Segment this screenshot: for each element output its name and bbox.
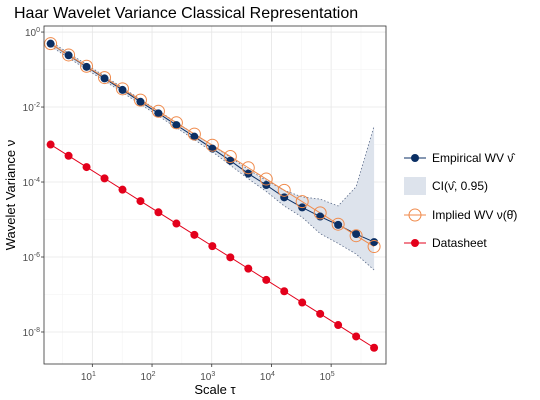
datasheet-point [370, 343, 379, 352]
implied-point [187, 127, 201, 141]
datasheet-point [298, 298, 307, 307]
y-axis-ticks: 100 10-2 10-4 10-6 10-8 [23, 27, 44, 339]
empirical-point [82, 62, 91, 71]
empirical-point [136, 97, 145, 106]
datasheet-point [244, 264, 253, 273]
y-tick-label: 100 [25, 27, 40, 39]
x-axis-ticks: 101 102 103 104 105 [81, 364, 335, 383]
implied-point [313, 206, 327, 220]
implied-point [367, 240, 381, 254]
y-tick-label: 10-6 [23, 252, 40, 264]
datasheet-point [64, 151, 73, 160]
x-tick-label: 105 [320, 371, 335, 383]
empirical-point [172, 121, 181, 130]
x-axis-label: Scale τ [194, 382, 236, 397]
datasheet-point [100, 174, 109, 183]
implied-point [223, 149, 237, 163]
y-tick-label: 10-2 [23, 102, 40, 114]
x-tick-label: 103 [200, 371, 215, 383]
empirical-point [154, 109, 163, 118]
datasheet-point [208, 242, 217, 251]
implied-point [349, 229, 363, 243]
implied-point [205, 138, 219, 152]
implied-point [241, 161, 255, 175]
empirical-point [352, 230, 361, 239]
x-tick-label: 102 [141, 371, 156, 383]
implied-point [62, 48, 76, 62]
datasheet-point [280, 287, 289, 296]
implied-point [295, 195, 309, 209]
datasheet-point [262, 275, 271, 284]
datasheet-point [316, 309, 325, 318]
datasheet-point [172, 219, 181, 228]
empirical-point [118, 85, 127, 94]
series-layer [44, 37, 381, 352]
legend-swatch-ci [404, 177, 426, 195]
plot-border [43, 25, 387, 365]
legend-marker-implied [408, 208, 422, 222]
implied-point [169, 116, 183, 130]
plot-panel [44, 26, 386, 364]
datasheet-point [334, 321, 343, 330]
legend-marker-datasheet [411, 239, 419, 247]
datasheet-point [46, 140, 55, 149]
implied-point [44, 37, 58, 51]
legend-label-ci: CI(ν̂, 0.95) [432, 179, 488, 193]
empirical-point [46, 39, 55, 48]
datasheet-point [154, 208, 163, 217]
grid-lines [44, 26, 386, 364]
empirical-point [190, 132, 199, 141]
empirical-point [370, 238, 379, 247]
datasheet-point [352, 332, 361, 341]
datasheet-point [118, 185, 127, 194]
implied-point [277, 183, 291, 197]
implied-point [133, 93, 147, 107]
implied-point [115, 82, 129, 96]
empirical-point [280, 193, 289, 202]
implied-point [80, 59, 94, 73]
legend-label-empirical: Empirical WV ν̂ [432, 151, 515, 165]
legend-label-datasheet: Datasheet [432, 236, 487, 250]
chart-title: Haar Wavelet Variance Classical Represen… [14, 5, 358, 22]
legend-marker-empirical [411, 154, 419, 162]
empirical-point [64, 51, 73, 60]
y-tick-label: 10-4 [23, 177, 40, 189]
datasheet-point [190, 230, 199, 239]
empirical-point [334, 220, 343, 229]
implied-point [331, 217, 345, 231]
empirical-point [226, 156, 235, 165]
x-tick-label: 104 [260, 371, 275, 383]
empirical-point [100, 74, 109, 83]
x-tick-label: 101 [81, 371, 96, 383]
datasheet-point [136, 197, 145, 206]
legend: Empirical WV ν̂ CI(ν̂, 0.95) Implied WV ν(… [404, 151, 517, 250]
implied-point [259, 172, 273, 186]
implied-point [151, 104, 165, 118]
datasheet-point [82, 163, 91, 172]
y-tick-label: 10-8 [23, 327, 40, 339]
implied-point [98, 71, 112, 85]
y-axis-label: Wavelet Variance ν [3, 140, 18, 251]
legend-label-implied: Implied WV ν(θ̂) [432, 208, 517, 222]
datasheet-point [226, 253, 235, 262]
